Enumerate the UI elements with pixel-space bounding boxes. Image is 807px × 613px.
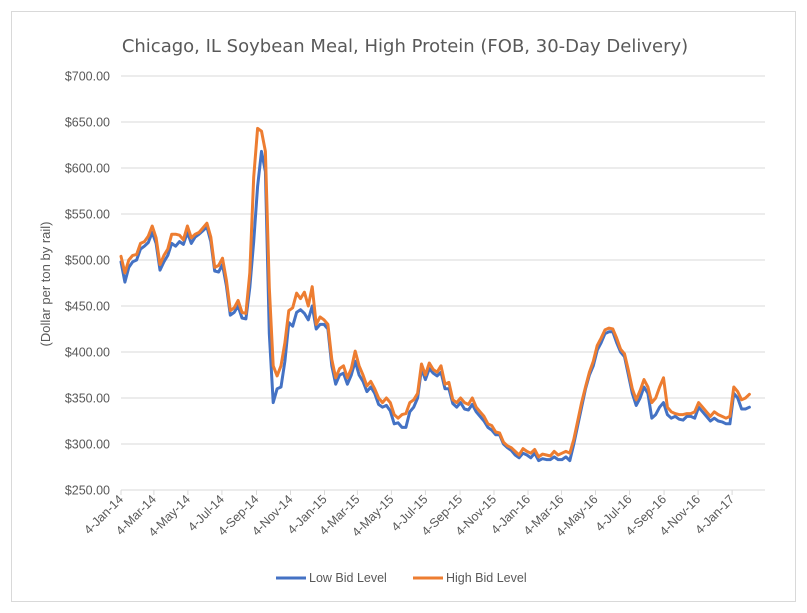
y-tick-label: $500.00 — [65, 254, 110, 268]
y-axis: $250.00 $300.00 $350.00 $400.00 $450.00 $500.… — [65, 70, 110, 498]
x-axis: 4-Jan-144-Mar-144-May-144-Jul-144-Sep-14… — [81, 490, 737, 539]
y-tick-label: $700.00 — [65, 70, 110, 84]
legend: Low Bid Level High Bid Level — [276, 571, 527, 585]
y-tick-label: $550.00 — [65, 208, 110, 222]
chart-frame — [11, 11, 796, 602]
gridlines — [121, 75, 765, 491]
y-tick-label: $300.00 — [65, 438, 110, 452]
chart-title: Chicago, IL Soybean Meal, High Protein (… — [122, 36, 688, 57]
series-line-high-bid — [119, 126, 751, 459]
y-tick-label: $400.00 — [65, 346, 110, 360]
y-tick-label: $450.00 — [65, 300, 110, 314]
y-tick-label: $650.00 — [65, 116, 110, 130]
legend-label: Low Bid Level — [309, 571, 387, 585]
y-tick-label: $350.00 — [65, 392, 110, 406]
y-axis-label: (Dollar per ton by rail) — [38, 222, 53, 347]
y-tick-label: $250.00 — [65, 484, 110, 498]
y-tick-label: $600.00 — [65, 162, 110, 176]
series-layer — [119, 126, 751, 463]
legend-label: High Bid Level — [446, 571, 527, 585]
